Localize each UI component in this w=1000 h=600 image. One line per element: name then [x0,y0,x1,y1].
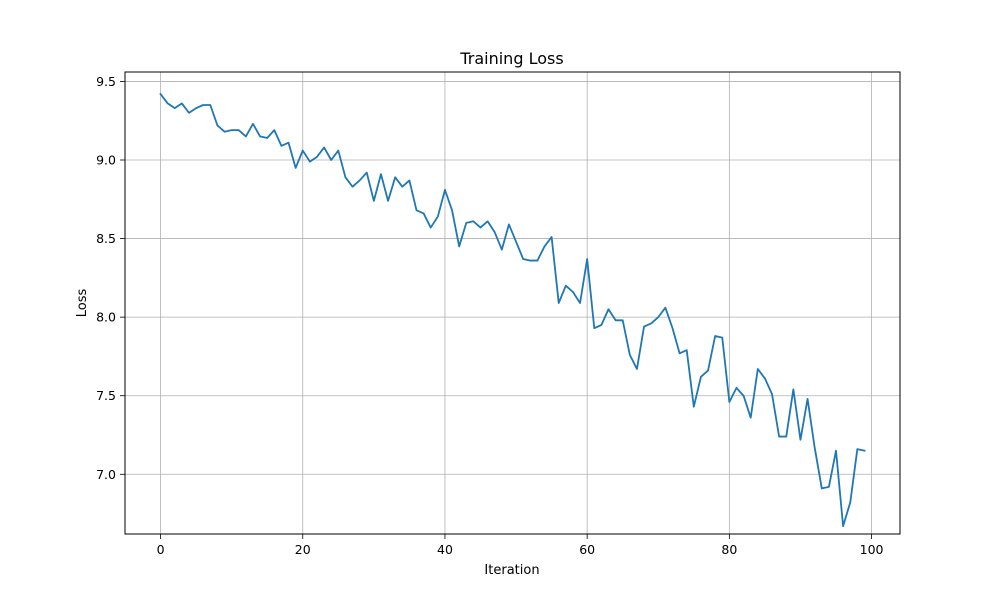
y-tick-label: 9.0 [96,153,116,168]
x-axis: 0 20 40 60 80 100 [157,534,884,557]
y-tick-label: 8.0 [96,310,116,325]
x-tick-label: 100 [860,542,884,557]
plot-data [159,92,866,528]
x-tick-label: 20 [295,542,311,557]
x-tick-label: 0 [157,542,165,557]
y-tick-label: 9.5 [96,74,116,89]
y-axis: 7.0 7.5 8.0 8.5 9.0 9.5 [96,74,125,482]
x-tick-label: 80 [721,542,737,557]
x-tick-label: 40 [437,542,453,557]
x-tick-label: 60 [579,542,595,557]
y-axis-label: Loss [75,289,90,318]
x-axis-label: Iteration [484,563,539,578]
grid [125,72,900,534]
loss-series-line [159,92,866,528]
chart-title: Training Loss [459,49,563,68]
y-tick-label: 7.5 [96,388,116,403]
y-tick-label: 8.5 [96,231,116,246]
plot-frame [124,71,901,535]
y-tick-label: 7.0 [96,467,116,482]
